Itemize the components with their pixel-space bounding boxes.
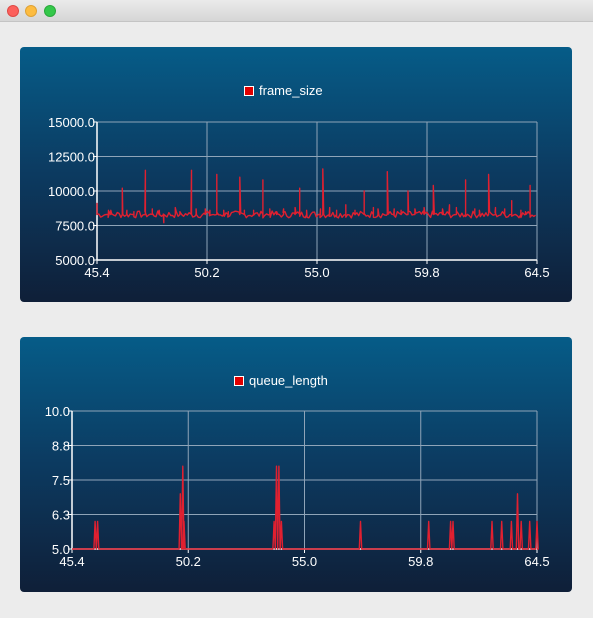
y-tick-label: 10000.0 — [48, 184, 95, 199]
frame-size-chart: 45.4 50.2 55.0 59.8 64.5 5000.0 7500.0 10000.0 1… — [48, 115, 550, 280]
minimize-window-button[interactable] — [25, 5, 37, 17]
frame-size-chart-panel: frame_size 45.4 50.2 55.0 59.8 64.5 5000.0 750… — [20, 47, 572, 302]
y-tick-label: 12500.0 — [48, 150, 95, 165]
y-tick-label: 10.0 — [45, 404, 70, 419]
window-titlebar — [0, 0, 593, 22]
y-tick-label: 5000.0 — [55, 253, 95, 268]
queue-length-chart-panel: queue_length 45.4 50.2 55.0 59.8 64.5 5.0 6.3 7… — [20, 337, 572, 592]
series-line — [96, 168, 536, 224]
legend-swatch — [234, 375, 244, 386]
y-tick-label: 6.3 — [52, 508, 70, 523]
legend-label: frame_size — [259, 83, 323, 98]
maximize-window-button[interactable] — [44, 5, 56, 17]
x-tick-label: 64.5 — [524, 265, 549, 280]
x-tick-label: 45.4 — [84, 265, 109, 280]
x-tick-label: 50.2 — [176, 554, 201, 569]
x-tick-label: 59.8 — [414, 265, 439, 280]
chart-legend: frame_size — [244, 83, 323, 98]
y-tick-label: 15000.0 — [48, 115, 95, 130]
chart-legend: queue_length — [234, 373, 328, 388]
x-tick-label: 45.4 — [59, 554, 84, 569]
x-tick-label: 59.8 — [408, 554, 433, 569]
close-window-button[interactable] — [7, 5, 19, 17]
x-tick-label: 55.0 — [292, 554, 317, 569]
y-tick-label: 8.8 — [52, 439, 70, 454]
legend-swatch — [244, 85, 254, 96]
x-tick-label: 50.2 — [194, 265, 219, 280]
series-line — [72, 465, 539, 550]
y-tick-label: 5.0 — [52, 542, 70, 557]
legend-label: queue_length — [249, 373, 328, 388]
x-tick-label: 64.5 — [524, 554, 549, 569]
y-tick-label: 7.5 — [52, 473, 70, 488]
y-tick-label: 7500.0 — [55, 219, 95, 234]
queue-length-chart: 45.4 50.2 55.0 59.8 64.5 5.0 6.3 7.5 8.8 10.0 — [45, 404, 550, 569]
x-tick-label: 55.0 — [304, 265, 329, 280]
